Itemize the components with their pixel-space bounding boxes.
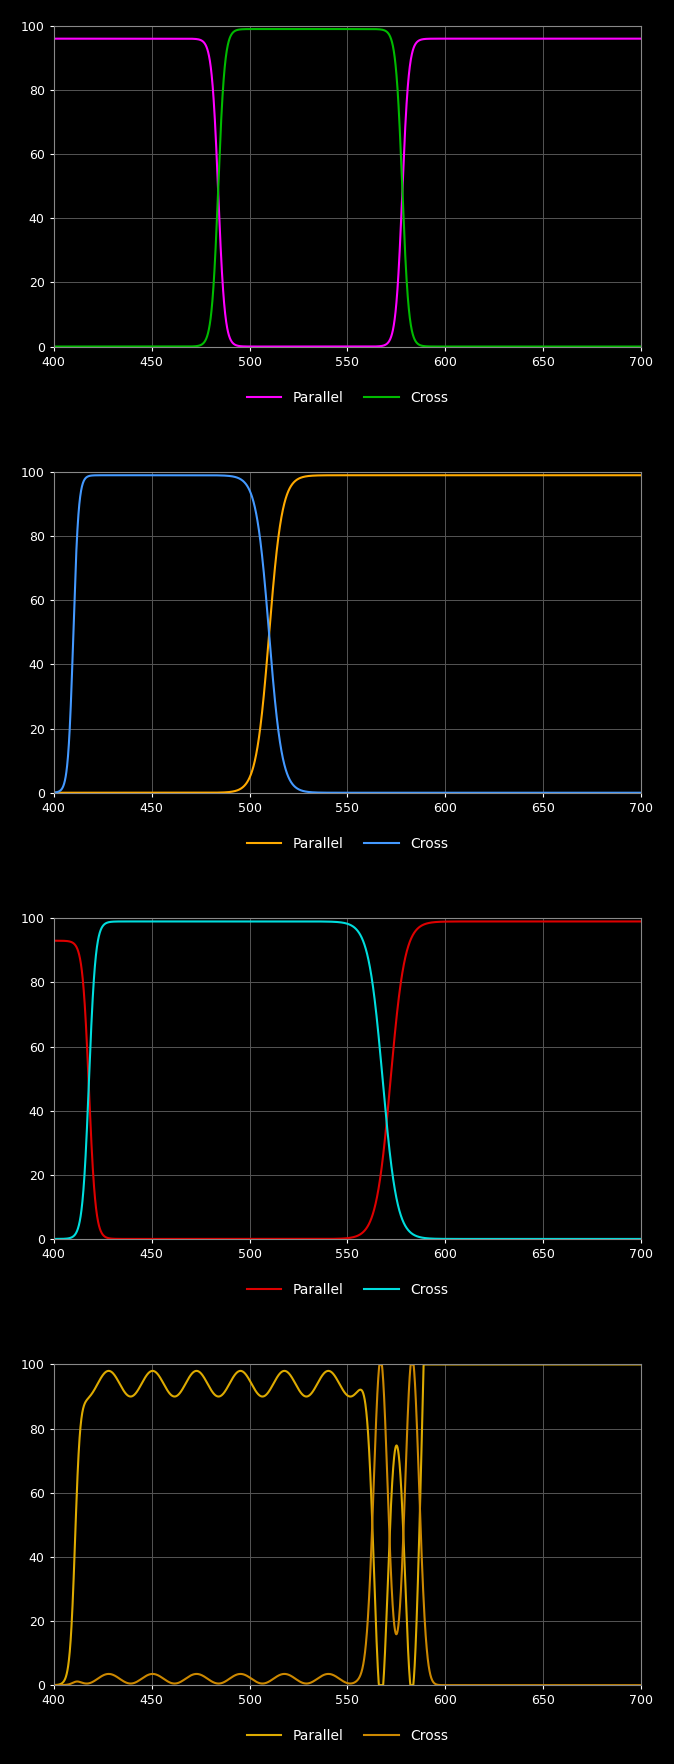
- Legend: Parallel, Cross: Parallel, Cross: [241, 831, 454, 856]
- Parallel: [181, 1228, 189, 1249]
- Legend: Parallel, Cross: Parallel, Cross: [241, 1723, 454, 1748]
- Legend: Parallel, Cross: Parallel, Cross: [241, 385, 454, 411]
- Parallel: [637, 464, 645, 485]
- Line: Parallel: Parallel: [54, 1365, 641, 1685]
- Cross: [179, 910, 187, 931]
- Parallel: [590, 1355, 599, 1376]
- Cross: [329, 781, 337, 803]
- Parallel: [477, 1355, 485, 1376]
- Cross: [590, 335, 599, 356]
- Parallel: [637, 910, 645, 931]
- Cross: [329, 1663, 337, 1685]
- Cross: [306, 18, 314, 39]
- Cross: [329, 18, 337, 39]
- Line: Cross: Cross: [54, 475, 641, 792]
- Cross: [297, 910, 305, 931]
- Parallel: [590, 464, 598, 485]
- Parallel: [477, 464, 485, 485]
- Cross: [297, 780, 305, 801]
- Cross: [619, 781, 627, 803]
- Cross: [590, 1674, 598, 1695]
- Parallel: [375, 1674, 383, 1695]
- Parallel: [619, 910, 627, 931]
- Cross: [637, 1228, 645, 1249]
- Parallel: [50, 1674, 58, 1695]
- Cross: [50, 335, 58, 356]
- Cross: [127, 464, 135, 485]
- Line: Parallel: Parallel: [54, 921, 641, 1238]
- Parallel: [301, 1228, 309, 1249]
- Cross: [619, 1228, 627, 1249]
- Parallel: [50, 28, 58, 49]
- Cross: [619, 335, 627, 356]
- Cross: [301, 781, 309, 803]
- Parallel: [636, 910, 644, 931]
- Cross: [301, 18, 309, 39]
- Parallel: [306, 335, 314, 356]
- Cross: [590, 781, 599, 803]
- Cross: [50, 781, 58, 803]
- Parallel: [50, 930, 58, 951]
- Parallel: [619, 28, 627, 49]
- Cross: [50, 1228, 58, 1249]
- Parallel: [590, 910, 598, 931]
- Parallel: [297, 335, 305, 356]
- Parallel: [329, 1228, 337, 1249]
- Cross: [301, 1672, 309, 1693]
- Line: Cross: Cross: [54, 28, 641, 346]
- Cross: [505, 781, 513, 803]
- Parallel: [329, 1364, 337, 1385]
- Parallel: [297, 1228, 305, 1249]
- Cross: [477, 781, 485, 803]
- Parallel: [619, 1355, 627, 1376]
- Cross: [50, 1674, 58, 1695]
- Cross: [297, 1671, 305, 1692]
- Cross: [477, 1674, 485, 1695]
- Cross: [619, 1674, 627, 1695]
- Cross: [637, 781, 645, 803]
- Parallel: [590, 28, 598, 49]
- Parallel: [637, 28, 645, 49]
- Parallel: [301, 335, 309, 356]
- Cross: [297, 18, 305, 39]
- Cross: [637, 1674, 645, 1695]
- Parallel: [420, 1355, 428, 1376]
- Line: Cross: Cross: [54, 1365, 641, 1685]
- Parallel: [297, 1381, 305, 1402]
- Parallel: [477, 28, 485, 49]
- Cross: [301, 910, 309, 931]
- Parallel: [477, 910, 485, 931]
- Cross: [635, 1228, 643, 1249]
- Line: Parallel: Parallel: [54, 475, 641, 792]
- Legend: Parallel, Cross: Parallel, Cross: [241, 1277, 454, 1302]
- Parallel: [301, 466, 309, 487]
- Parallel: [329, 335, 337, 356]
- Cross: [637, 335, 645, 356]
- Cross: [477, 335, 485, 356]
- Cross: [518, 335, 526, 356]
- Parallel: [619, 464, 627, 485]
- Parallel: [297, 467, 305, 489]
- Parallel: [329, 464, 337, 485]
- Cross: [477, 1228, 485, 1249]
- Cross: [375, 1355, 384, 1376]
- Parallel: [50, 781, 58, 803]
- Parallel: [505, 464, 513, 485]
- Parallel: [637, 1355, 645, 1376]
- Cross: [329, 912, 337, 933]
- Line: Cross: Cross: [54, 921, 641, 1238]
- Line: Parallel: Parallel: [54, 39, 641, 346]
- Parallel: [301, 1387, 309, 1408]
- Cross: [590, 1228, 598, 1249]
